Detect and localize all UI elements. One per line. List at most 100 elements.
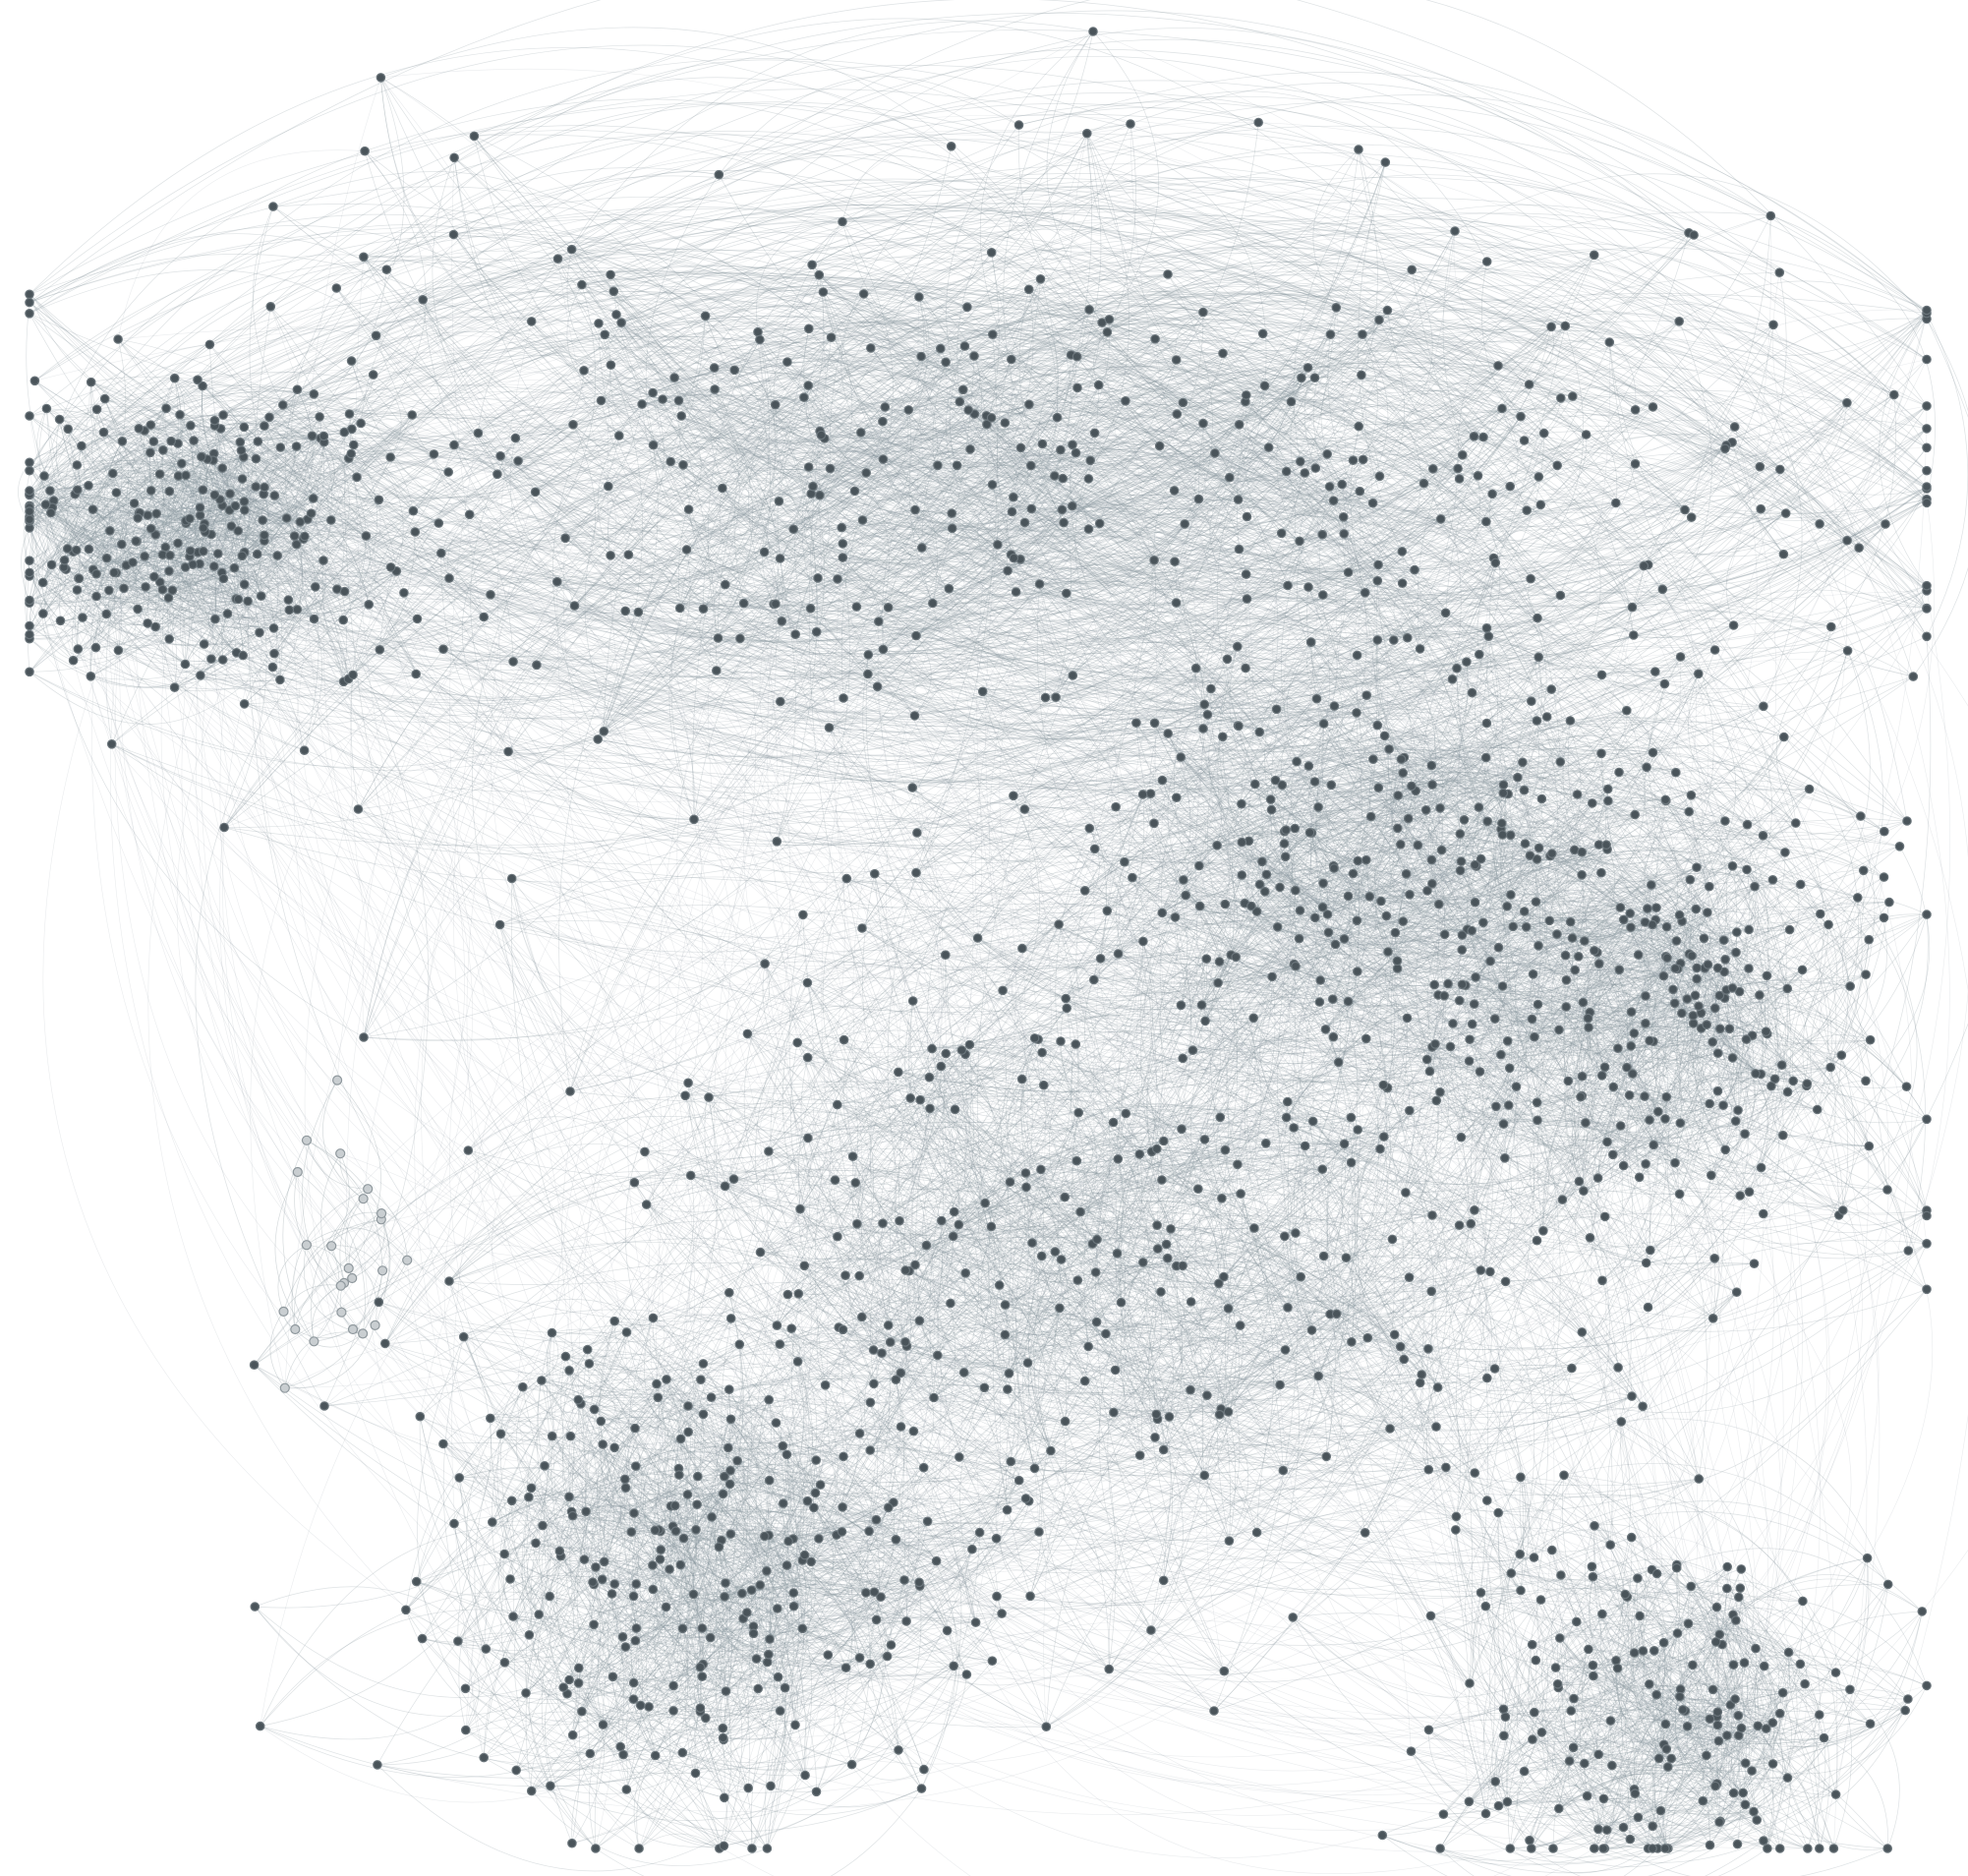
graph-edge <box>221 504 1762 1285</box>
graph-edge <box>818 252 993 308</box>
graph-edge <box>221 467 417 674</box>
graph-edge <box>162 428 227 590</box>
graph-edge <box>29 455 915 717</box>
graph-edge <box>1493 557 1908 822</box>
graph-edge <box>92 508 117 573</box>
graph-edge <box>733 293 865 604</box>
graph-edge <box>288 610 349 679</box>
graph-edge <box>213 519 263 567</box>
graph-edge <box>65 568 345 619</box>
graph-edge <box>29 508 204 553</box>
graph-edge <box>29 461 152 535</box>
graph-edge <box>1028 198 1928 360</box>
graph-edge <box>221 467 370 606</box>
graph-edge <box>453 157 818 633</box>
graph-edge <box>291 388 367 537</box>
graph-edge <box>189 519 332 566</box>
graph-edge <box>155 491 215 514</box>
graph-edge <box>474 130 1012 556</box>
graph-edge <box>268 417 376 679</box>
graph-edge <box>1343 516 1725 972</box>
graph-edge <box>180 453 215 645</box>
graph-edge <box>132 561 281 681</box>
graph-edge <box>669 310 1787 514</box>
graph-edge <box>952 528 1475 1005</box>
graph-edge <box>449 433 907 1622</box>
graph-edge <box>162 452 1216 668</box>
graph-edge <box>117 338 1734 895</box>
graph-edge <box>743 252 1000 604</box>
graph-edge <box>161 523 205 688</box>
graph-edge <box>199 489 212 564</box>
graph-edge <box>1287 491 1360 586</box>
graph-edge <box>877 620 1305 1146</box>
graph-edge <box>128 451 151 542</box>
graph-edge <box>106 518 309 590</box>
graph-edge <box>854 401 1178 492</box>
graph-edge <box>841 207 1302 379</box>
graph-edge <box>200 443 954 676</box>
graph-edge <box>974 413 1416 585</box>
graph-edge <box>168 458 218 572</box>
graph-edge <box>181 495 748 1613</box>
graph-edge <box>313 457 350 499</box>
graph-edge <box>1071 389 1848 676</box>
graph-edge <box>185 440 207 522</box>
graph-edge <box>243 456 303 668</box>
graph-edge <box>366 535 1780 1849</box>
graph-edge <box>113 425 215 651</box>
graph-edge <box>662 312 1204 439</box>
graph-edge <box>831 336 1078 411</box>
graph-edge <box>263 326 1552 713</box>
graph-edge <box>121 509 230 554</box>
graph-edge <box>145 527 265 588</box>
graph-edge <box>77 589 175 688</box>
graph-edge <box>77 589 273 680</box>
graph-edge <box>1063 374 1787 523</box>
graph-edge <box>90 381 315 428</box>
graph-edge <box>743 416 1522 699</box>
graph-edge <box>87 418 265 487</box>
graph-edge <box>818 274 964 390</box>
graph-edge <box>1411 269 1908 822</box>
graph-edge <box>168 597 874 1351</box>
graph-edge <box>378 491 855 684</box>
graph-edge <box>105 528 153 615</box>
graph-edge <box>104 385 203 407</box>
graph-edge <box>241 456 798 1363</box>
graph-edge <box>261 462 449 521</box>
graph-edge <box>29 415 1424 680</box>
graph-edge <box>638 521 1228 660</box>
graph-edge <box>51 435 313 520</box>
graph-edge <box>42 582 338 646</box>
graph-edge <box>867 554 1480 674</box>
graph-edge <box>112 440 172 474</box>
graph-edge <box>29 436 439 524</box>
graph-edge <box>92 508 901 1374</box>
graph-edge <box>303 538 1783 1694</box>
graph-edge <box>108 590 1057 802</box>
graph-edge <box>29 458 264 496</box>
graph-edge <box>113 572 1531 1841</box>
graph-edge <box>29 415 566 577</box>
graph-edge <box>46 408 274 629</box>
graph-edge <box>355 257 1525 1772</box>
graph-edge <box>304 333 1263 607</box>
graph-edge <box>263 441 325 489</box>
graph-edge <box>113 425 265 573</box>
graph-edge <box>138 428 187 524</box>
graph-edge <box>29 578 80 604</box>
graph-edge <box>29 577 146 604</box>
graph-edge <box>136 501 397 572</box>
graph-edge <box>53 480 391 568</box>
graph-edge <box>168 565 217 640</box>
graph-edge <box>174 378 315 499</box>
graph-edge <box>29 494 264 544</box>
graph-edge <box>29 493 485 642</box>
graph-edge <box>159 473 344 622</box>
graph-edge <box>126 450 350 566</box>
graph-edge <box>95 566 186 599</box>
graph-edge <box>243 416 320 458</box>
graph-edge <box>1488 494 1532 580</box>
graph-edge <box>296 445 345 590</box>
